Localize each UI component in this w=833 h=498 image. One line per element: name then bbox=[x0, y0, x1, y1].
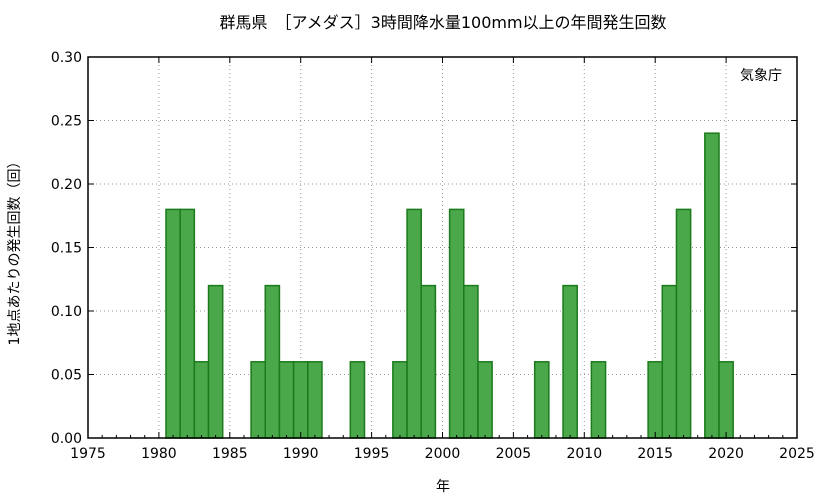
x-axis-label: 年 bbox=[436, 479, 450, 495]
bar-2009 bbox=[562, 284, 578, 439]
bar-2019 bbox=[704, 132, 720, 439]
y-tick-label: 0.10 bbox=[51, 304, 82, 320]
bar-1988 bbox=[264, 284, 281, 439]
x-tick-label: 2015 bbox=[637, 446, 673, 462]
y-tick-label: 0.20 bbox=[51, 177, 82, 193]
x-tick-label: 2020 bbox=[708, 446, 744, 462]
bar-1998 bbox=[406, 208, 422, 439]
bar-1997 bbox=[392, 361, 408, 439]
x-tick-label: 1990 bbox=[283, 446, 319, 462]
bar-2007 bbox=[533, 361, 550, 439]
bar-1981 bbox=[165, 208, 181, 439]
x-tick-label: 1975 bbox=[70, 446, 106, 462]
bar-1987 bbox=[250, 361, 267, 439]
x-axis: 1975 1980 1985 1990 1995 2000 2005 2010 2015 2020… bbox=[70, 57, 815, 462]
y-tick-label: 0.15 bbox=[51, 241, 82, 257]
bar-1984 bbox=[207, 284, 224, 439]
x-tick-label: 2010 bbox=[566, 446, 602, 462]
bars bbox=[165, 132, 734, 439]
source-annotation: 気象庁 bbox=[740, 68, 782, 84]
x-tick-label: 1980 bbox=[141, 446, 177, 462]
y-tick-label: 0.25 bbox=[51, 114, 82, 130]
x-tick-label: 1985 bbox=[212, 446, 248, 462]
bar-1991 bbox=[307, 361, 323, 439]
y-tick-label: 0.30 bbox=[51, 50, 82, 66]
bar-1983 bbox=[193, 361, 210, 439]
bar-2017 bbox=[675, 208, 692, 439]
y-tick-label: 0.00 bbox=[51, 431, 82, 447]
y-axis: 0.00 0.05 0.10 0.15 0.20 0.25 0.30 bbox=[51, 50, 797, 447]
y-tick-label: 0.05 bbox=[51, 368, 82, 384]
bar-2001 bbox=[448, 208, 465, 439]
bar-2016 bbox=[661, 284, 678, 439]
x-tick-label: 2000 bbox=[425, 446, 461, 462]
bar-1989 bbox=[278, 361, 295, 439]
x-tick-label: 2005 bbox=[496, 446, 532, 462]
bar-2003 bbox=[477, 361, 493, 439]
bar-1982 bbox=[179, 208, 196, 439]
bar-1990 bbox=[292, 361, 309, 439]
x-tick-label: 1995 bbox=[354, 446, 390, 462]
bar-2020 bbox=[718, 361, 734, 439]
chart-title: 群馬県 ［アメダス］3時間降水量100mm以上の年間発生回数 bbox=[219, 13, 666, 32]
y-axis-label: 1地点あたりの発生回数（回） bbox=[7, 155, 23, 346]
bar-2011 bbox=[590, 361, 607, 439]
bar-2002 bbox=[463, 284, 479, 439]
bar-2015 bbox=[647, 361, 664, 439]
bar-1994 bbox=[349, 361, 366, 439]
bar-1999 bbox=[420, 284, 437, 439]
x-tick-label: 2025 bbox=[779, 446, 815, 462]
